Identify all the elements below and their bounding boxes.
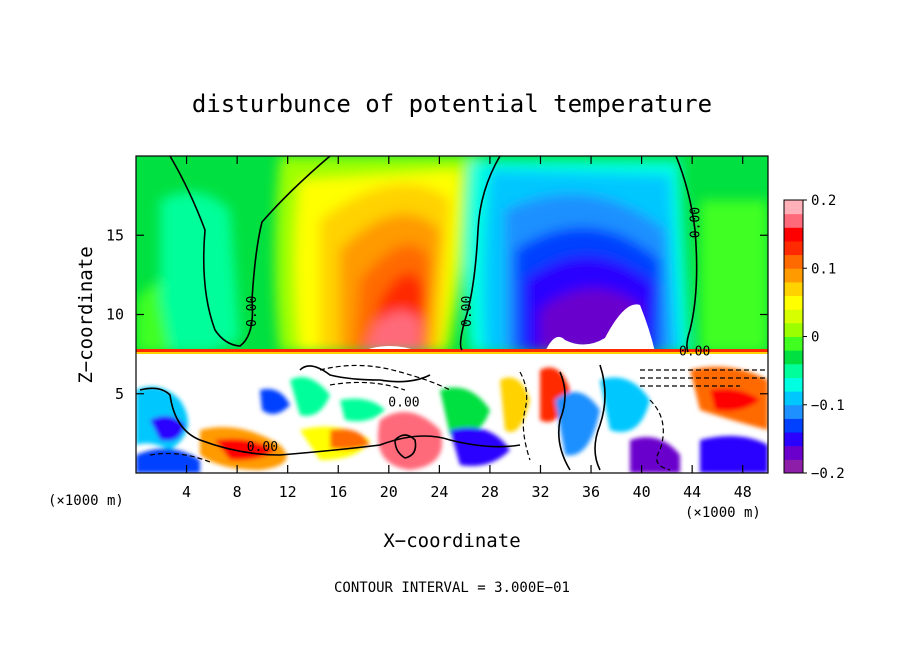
colorbar-swatch [784,240,803,256]
colorbar-tick-label: −0.1 [811,398,845,414]
contour-lines [139,156,698,471]
colorbar-tick-label: 0.2 [811,193,836,209]
contour-line [640,369,768,387]
colorbar-swatch [784,200,803,215]
x-tick-label: 48 [734,483,752,501]
contour-line [557,371,571,471]
colorbar-swatch [784,336,803,351]
upper-field [136,156,768,352]
contour-line [319,364,451,391]
chart-title: disturbunce of potential temperature [192,90,712,118]
x-unit-label-right: (×1000 m) [685,505,761,521]
colorbar-tick-label: 0 [811,330,819,346]
x-tick-label: 20 [380,483,398,501]
colorbar: 0.2 0.1 0 −0.1 −0.2 [783,193,845,482]
colorbar-swatch [784,309,803,324]
colorbar-swatch [784,350,803,365]
x-axis: 4 8 12 16 20 24 28 32 36 40 44 48 [182,156,752,501]
y-axis-title: Z−coordinate [75,246,97,383]
colorbar-swatch [784,445,803,460]
contour-label: 0.00 [247,440,278,455]
x-tick-label: 40 [633,483,651,501]
colorbar-tick-label: 0.1 [811,261,836,277]
plot-area: 0.00 0.00 0.00 0.00 0.00 0.00 [136,156,768,473]
colorbar-swatch [784,404,803,419]
x-tick-label: 24 [430,483,448,501]
lower-field [136,352,768,473]
colorbar-swatch [784,322,803,337]
interface-band-yellow [136,352,768,354]
x-tick-label: 8 [233,483,242,501]
x-tick-label: 44 [683,483,701,501]
colorbar-swatch [784,281,803,297]
contour-line [139,387,521,456]
colorbar-swatch [784,213,803,228]
contour-line [394,434,417,459]
contour-label: 0.00 [388,395,419,410]
x-axis-title: X−coordinate [383,530,520,552]
interface-band-red [136,349,768,352]
contour-line [169,156,331,347]
y-tick-label: 10 [106,306,124,324]
contour-label: 0.00 [679,345,710,360]
y-axis: 5 10 15 [106,226,768,403]
colorbar-swatch [784,268,803,283]
colorbar-tick-label: −0.2 [811,466,845,482]
x-unit-label-left: (×1000 m) [48,493,124,509]
y-tick-label: 15 [106,226,124,244]
contour-line [519,371,531,461]
colorbar-swatch [784,418,803,433]
x-tick-label: 36 [582,483,600,501]
x-tick-label: 16 [329,483,347,501]
contour-line [299,365,431,383]
colorbar-swatch [784,391,803,406]
contour-line [675,156,698,353]
colorbar-swatch [784,254,803,269]
contour-interval-label: CONTOUR INTERVAL = 3.000E−01 [334,580,570,596]
x-tick-label: 12 [279,483,297,501]
contour-label: 0.00 [689,207,704,238]
contour-line [459,156,501,351]
colorbar-swatch [784,432,803,447]
upper-white-patch [545,304,655,352]
x-tick-label: 28 [481,483,499,501]
contour-line [649,399,671,471]
colorbar-swatch [784,295,803,310]
contour-lines-dashed [149,364,768,471]
contour-labels: 0.00 0.00 0.00 0.00 0.00 0.00 [245,207,710,455]
colorbar-swatch [784,363,803,378]
contour-line [594,364,606,471]
contour-label: 0.00 [460,296,475,327]
colorbar-swatch [784,227,803,242]
colorbar-swatch [784,377,803,392]
x-tick-label: 32 [531,483,549,501]
x-tick-label: 4 [182,483,191,501]
contour-label: 0.00 [245,296,260,327]
y-tick-label: 5 [115,385,124,403]
colorbar-swatch [784,459,803,474]
